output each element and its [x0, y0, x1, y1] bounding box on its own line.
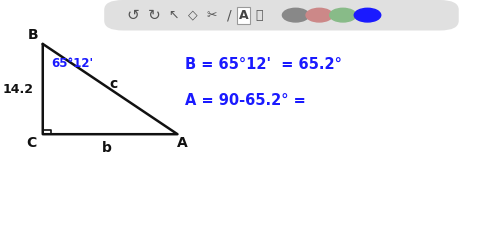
Text: ◇: ◇ — [188, 9, 198, 22]
Circle shape — [354, 8, 381, 22]
Circle shape — [282, 8, 309, 22]
Text: /: / — [227, 8, 232, 22]
Text: 65°12': 65°12' — [51, 57, 94, 71]
FancyBboxPatch shape — [104, 0, 459, 30]
Circle shape — [306, 8, 333, 22]
Text: b: b — [102, 141, 111, 155]
Text: C: C — [26, 136, 36, 150]
Text: B: B — [28, 28, 38, 42]
Text: c: c — [109, 77, 118, 91]
Text: B = 65°12'  = 65.2°: B = 65°12' = 65.2° — [185, 57, 341, 72]
Text: A = 90-65.2° =: A = 90-65.2° = — [185, 92, 305, 108]
Text: A: A — [239, 9, 249, 22]
Text: ✂: ✂ — [206, 9, 217, 22]
Text: ↻: ↻ — [147, 8, 160, 23]
Circle shape — [330, 8, 356, 22]
Text: 14.2: 14.2 — [2, 82, 33, 96]
Text: ↖: ↖ — [168, 9, 179, 22]
Text: 🖼: 🖼 — [255, 9, 263, 22]
Text: A: A — [177, 136, 188, 150]
Text: ↺: ↺ — [126, 8, 139, 23]
